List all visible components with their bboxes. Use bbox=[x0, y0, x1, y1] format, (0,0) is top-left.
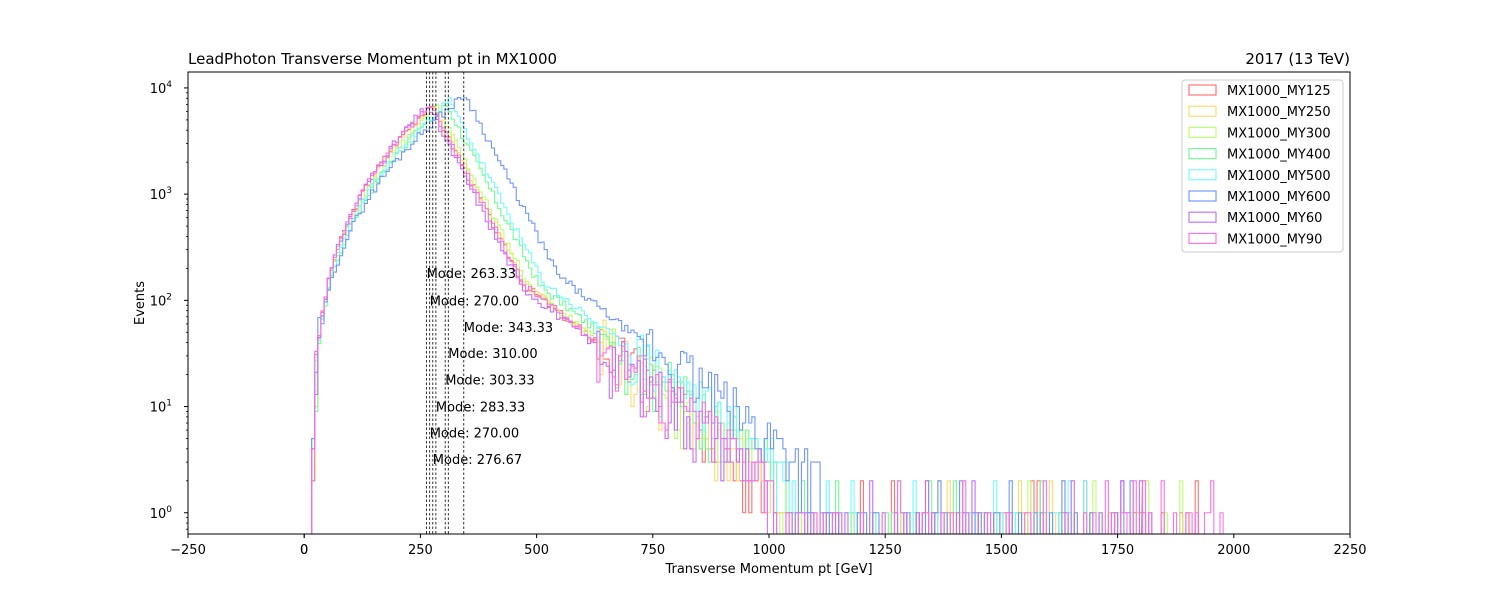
y-tick-exponent: 1 bbox=[166, 399, 172, 409]
y-tick-exponent: 3 bbox=[166, 186, 172, 196]
legend-label: MX1000_MY400 bbox=[1227, 148, 1331, 163]
legend: MX1000_MY125 MX1000_MY250 MX1000_MY300 MX10… bbox=[1181, 79, 1344, 253]
histogram-series-mx1000-my90 bbox=[311, 105, 1224, 534]
histogram-series-mx1000-my300 bbox=[311, 104, 1184, 534]
mode-annotation: Mode: 303.33 bbox=[445, 373, 534, 388]
legend-label: MX1000_MY90 bbox=[1227, 232, 1322, 247]
chart-right-title: 2017 (13 TeV) bbox=[1245, 50, 1350, 68]
mode-annotations-group: Mode: 263.33 Mode: 270.00 Mode: 343.33 Mode… bbox=[427, 267, 554, 468]
x-tick-label: 1250 bbox=[869, 543, 902, 558]
mode-annotation: Mode: 270.00 bbox=[430, 294, 519, 309]
mode-annotation: Mode: 263.33 bbox=[427, 267, 516, 282]
legend-swatch bbox=[1188, 232, 1217, 244]
mode-lines-group bbox=[426, 72, 465, 534]
mode-annotation: Mode: 270.00 bbox=[430, 426, 519, 441]
legend-swatch bbox=[1188, 169, 1217, 181]
legend-label: MX1000_MY60 bbox=[1227, 211, 1322, 226]
legend-swatch bbox=[1188, 190, 1217, 202]
mode-annotation: Mode: 283.33 bbox=[436, 401, 525, 416]
x-tick-label: 250 bbox=[408, 543, 433, 558]
x-tick-label: 1750 bbox=[1101, 543, 1134, 558]
legend-swatch bbox=[1188, 84, 1217, 96]
legend-swatch bbox=[1188, 126, 1217, 138]
legend-label: MX1000_MY250 bbox=[1227, 105, 1331, 120]
legend-label: MX1000_MY125 bbox=[1227, 84, 1331, 99]
legend-swatch bbox=[1188, 148, 1217, 160]
y-tick-exponent: 4 bbox=[166, 80, 172, 90]
legend-frame bbox=[1181, 79, 1344, 253]
x-tick-label: 2250 bbox=[1333, 543, 1366, 558]
legend-swatch bbox=[1188, 211, 1217, 223]
legend-label: MX1000_MY500 bbox=[1227, 169, 1331, 184]
mode-annotation: Mode: 343.33 bbox=[464, 321, 553, 336]
legend-label: MX1000_MY300 bbox=[1227, 126, 1331, 141]
x-tick-label: 1000 bbox=[752, 543, 785, 558]
mode-annotation: Mode: 310.00 bbox=[448, 347, 537, 362]
legend-label: MX1000_MY600 bbox=[1227, 190, 1331, 205]
x-axis-label: Transverse Momentum pt [GeV] bbox=[664, 562, 872, 577]
x-tick-label: 500 bbox=[524, 543, 549, 558]
y-axis-label: Events bbox=[133, 281, 148, 325]
x-tick-label-extra: 0 bbox=[300, 543, 308, 558]
mode-annotation: Mode: 276.67 bbox=[433, 453, 522, 468]
y-tick-exponent: 0 bbox=[166, 505, 172, 515]
x-tick-label: 0 bbox=[300, 543, 308, 558]
chart-title: LeadPhoton Transverse Momentum pt in MX1… bbox=[188, 50, 557, 68]
x-tick-label: 2000 bbox=[1217, 543, 1250, 558]
x-tick-label: −250 bbox=[170, 543, 206, 558]
x-tick-label: 750 bbox=[640, 543, 665, 558]
y-tick-exponent: 2 bbox=[166, 292, 172, 302]
x-tick-label: 1500 bbox=[985, 543, 1018, 558]
legend-swatch bbox=[1188, 105, 1217, 117]
